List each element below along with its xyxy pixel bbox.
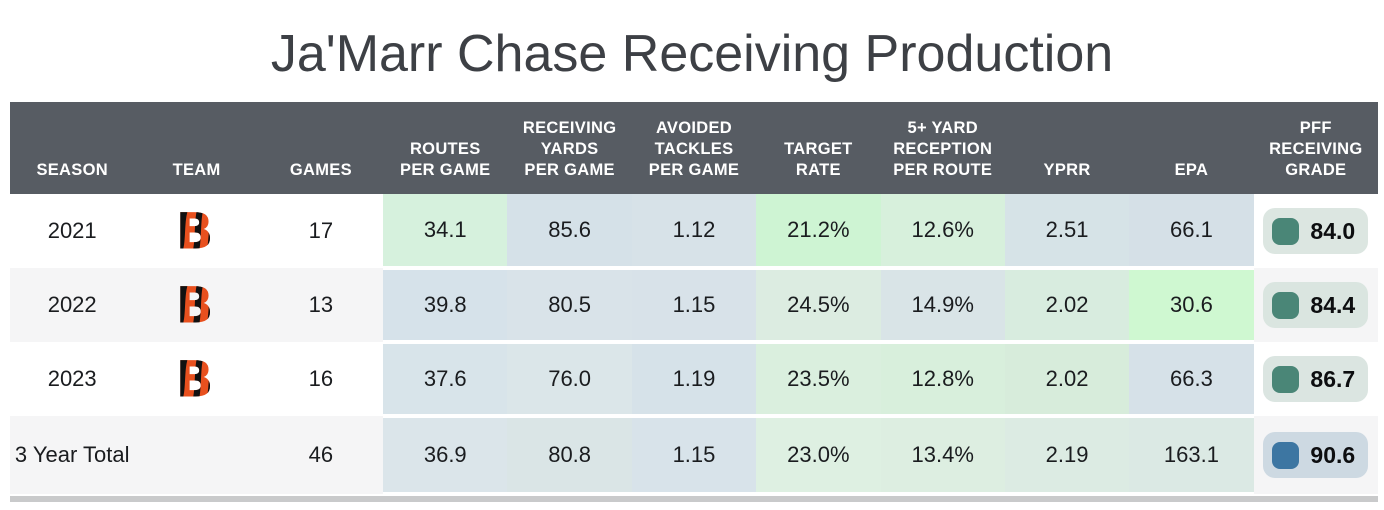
table-row: 2021 17 34.1 85.6 1.12 21.2% 12.6% 2.51 66.1 8…: [10, 194, 1378, 270]
column-header-target: TARGET RATE: [756, 102, 881, 194]
column-header-team: TEAM: [134, 102, 259, 194]
stat-cell-target_rate: 24.5%: [756, 268, 881, 344]
stat-cell-routes_per_game: 37.6: [383, 342, 508, 418]
games-cell: 16: [308, 366, 334, 391]
bengals-logo-icon: [168, 282, 226, 328]
stat-cell-yprr: 2.19: [1004, 416, 1130, 496]
stat-cell-five_yard_rec_per_route: 12.8%: [880, 342, 1005, 418]
grade-badge: 84.0: [1263, 208, 1369, 254]
table-header: SEASON TEAM GAMES ROUTES PER GAME RECEIVING …: [10, 102, 1378, 194]
pff-grade-cell: 84.4: [1254, 268, 1378, 342]
grade-value: 84.4: [1310, 292, 1356, 318]
stat-cell-avoided_tackles_per_game: 1.15: [631, 416, 757, 496]
stat-cell-target_rate: 23.0%: [756, 416, 881, 496]
column-header-games: GAMES: [258, 102, 384, 194]
games-cell: 13: [308, 292, 334, 317]
header-row: SEASON TEAM GAMES ROUTES PER GAME RECEIVING …: [10, 102, 1378, 194]
grade-value: 86.7: [1310, 366, 1356, 392]
season-label: 2022: [47, 292, 97, 317]
column-header-yprr: YPRR: [1004, 102, 1130, 194]
season-label: 3 Year Total: [14, 442, 130, 467]
column-header-five_yard: 5+ YARD RECEPTION PER ROUTE: [880, 102, 1005, 194]
bengals-logo-icon: [168, 356, 226, 402]
season-cell: 2022: [10, 268, 134, 342]
stat-cell-avoided_tackles_per_game: 1.19: [631, 342, 757, 418]
stat-cell-receiving_yards_per_game: 85.6: [507, 194, 632, 270]
stat-cell-target_rate: 23.5%: [756, 342, 881, 418]
stat-cell-yprr: 2.02: [1004, 268, 1130, 344]
season-label: 2021: [47, 218, 97, 243]
bengals-logo-icon: [168, 208, 226, 254]
page-title: Ja'Marr Chase Receiving Production: [270, 25, 1114, 83]
column-header-grade: PFF RECEIVING GRADE: [1253, 102, 1378, 194]
column-header-avoided: AVOIDED TACKLES PER GAME: [631, 102, 757, 194]
grade-dot-icon: [1272, 217, 1300, 245]
stat-cell-receiving_yards_per_game: 80.8: [507, 416, 632, 496]
stat-cell-receiving_yards_per_game: 80.5: [507, 268, 632, 344]
stat-cell-epa: 66.3: [1129, 342, 1254, 418]
page: Ja'Marr Chase Receiving Production SEASO…: [0, 26, 1384, 510]
receiving-production-table: SEASON TEAM GAMES ROUTES PER GAME RECEIVING …: [10, 102, 1378, 496]
pff-grade-cell: 90.6: [1254, 416, 1378, 494]
pff-grade-cell: 84.0: [1254, 194, 1378, 268]
column-header-rec_yards: RECEIVING YARDS PER GAME: [507, 102, 632, 194]
stat-cell-routes_per_game: 36.9: [383, 416, 508, 496]
grade-dot-icon: [1272, 291, 1300, 319]
table-row: 2022 13 39.8 80.5 1.15 24.5% 14.9% 2.02 30.6 8…: [10, 268, 1378, 344]
table-bottom-border: [10, 496, 1378, 502]
games-cell: 46: [308, 442, 334, 467]
stat-cell-epa: 30.6: [1129, 268, 1254, 344]
team-cell: [134, 416, 258, 494]
grade-value: 90.6: [1310, 442, 1356, 468]
stat-cell-receiving_yards_per_game: 76.0: [507, 342, 632, 418]
season-cell: 3 Year Total: [10, 416, 134, 494]
column-header-epa: EPA: [1129, 102, 1254, 194]
stat-cell-yprr: 2.02: [1004, 342, 1130, 418]
stat-cell-five_yard_rec_per_route: 12.6%: [880, 194, 1005, 270]
grade-badge: 90.6: [1263, 432, 1369, 478]
table-row: 2023 16 37.6 76.0 1.19 23.5% 12.8% 2.02 66.3 8…: [10, 342, 1378, 418]
stat-cell-target_rate: 21.2%: [756, 194, 881, 270]
stat-cell-five_yard_rec_per_route: 14.9%: [880, 268, 1005, 344]
season-cell: 2021: [10, 194, 134, 268]
column-header-season: SEASON: [10, 102, 135, 194]
stat-cell-routes_per_game: 34.1: [383, 194, 508, 270]
table-body: 2021 17 34.1 85.6 1.12 21.2% 12.6% 2.51 66.1 8…: [10, 194, 1378, 496]
games-cell: 17: [308, 218, 334, 243]
stat-cell-avoided_tackles_per_game: 1.15: [631, 268, 757, 344]
grade-dot-icon: [1272, 441, 1300, 469]
stat-cell-epa: 163.1: [1129, 416, 1254, 496]
stat-cell-routes_per_game: 39.8: [383, 268, 508, 344]
stat-cell-yprr: 2.51: [1004, 194, 1130, 270]
team-cell: [134, 268, 258, 342]
season-label: 2023: [47, 366, 97, 391]
stat-cell-epa: 66.1: [1129, 194, 1254, 270]
column-header-routes: ROUTES PER GAME: [383, 102, 508, 194]
grade-value: 84.0: [1310, 218, 1356, 244]
team-cell: [134, 194, 258, 268]
table-row: 3 Year Total 46 36.9 80.8 1.15 23.0% 13.4% 2.…: [10, 416, 1378, 496]
stat-cell-avoided_tackles_per_game: 1.12: [631, 194, 757, 270]
grade-badge: 86.7: [1263, 356, 1369, 402]
season-cell: 2023: [10, 342, 134, 416]
team-cell: [134, 342, 258, 416]
grade-dot-icon: [1272, 365, 1300, 393]
stat-cell-five_yard_rec_per_route: 13.4%: [880, 416, 1005, 496]
grade-badge: 84.4: [1263, 282, 1369, 328]
pff-grade-cell: 86.7: [1254, 342, 1378, 416]
